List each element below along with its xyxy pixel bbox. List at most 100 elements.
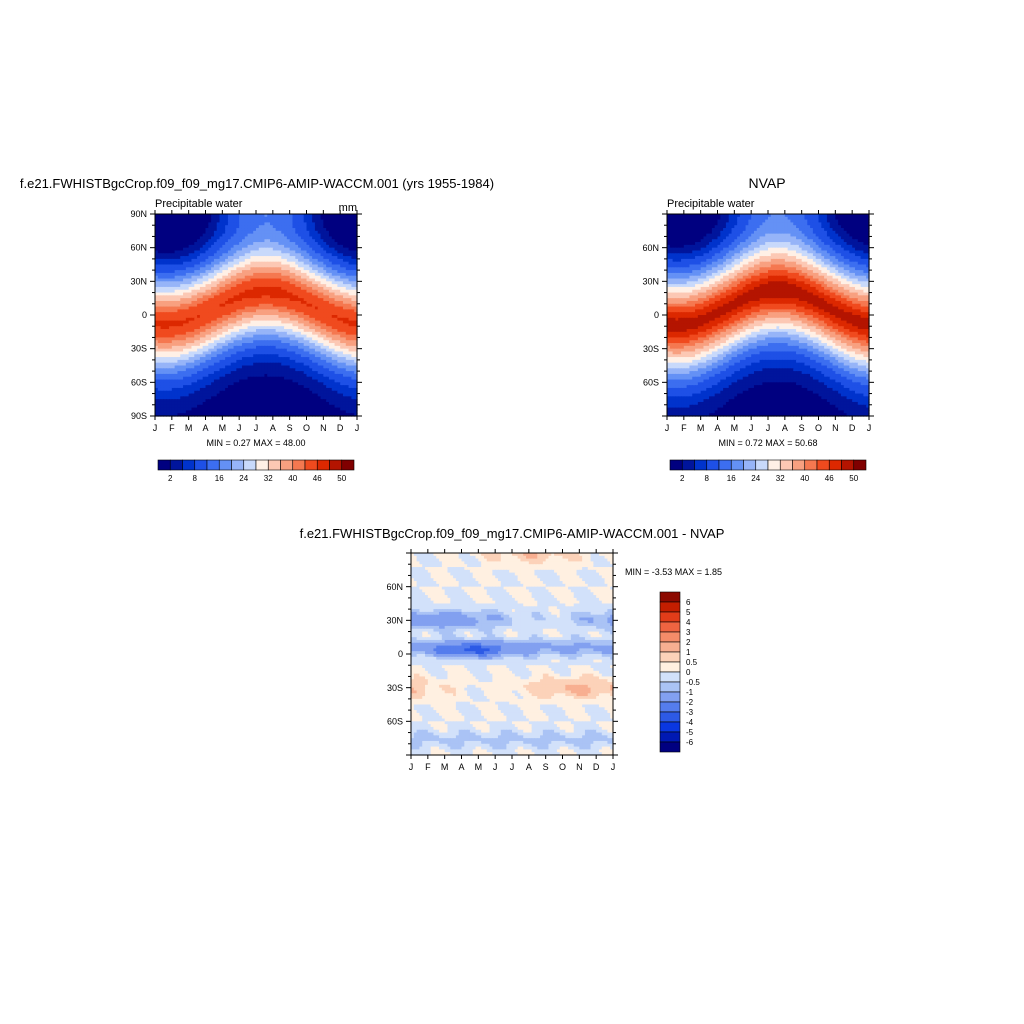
heatmap-cell bbox=[197, 222, 201, 226]
heatmap-cell bbox=[323, 351, 327, 355]
heatmap-cell bbox=[191, 371, 195, 375]
heatmap-cell bbox=[177, 320, 181, 325]
heatmap-cell bbox=[213, 295, 218, 299]
heatmap-cell bbox=[278, 236, 282, 240]
heatmap-cell bbox=[289, 284, 294, 288]
heatmap-cell bbox=[169, 286, 173, 291]
heatmap-cell bbox=[155, 281, 159, 285]
heatmap-cell bbox=[216, 340, 221, 344]
heatmap-cell bbox=[328, 362, 333, 367]
heatmap-cell bbox=[328, 312, 333, 316]
heatmap-cell bbox=[342, 306, 347, 310]
heatmap-cell bbox=[306, 295, 310, 299]
heatmap-cell bbox=[169, 295, 173, 299]
heatmap-cell bbox=[272, 281, 277, 285]
heatmap-cell bbox=[298, 236, 302, 240]
heatmap-cell bbox=[239, 303, 243, 308]
heatmap-cell bbox=[194, 239, 198, 243]
heatmap-cell bbox=[284, 250, 288, 254]
heatmap-cell bbox=[157, 357, 162, 361]
heatmap-cell bbox=[256, 214, 260, 218]
heatmap-cell bbox=[241, 312, 246, 316]
heatmap-cell bbox=[160, 281, 165, 285]
heatmap-cell bbox=[177, 275, 181, 280]
heatmap-cell bbox=[342, 337, 347, 341]
heatmap-cell bbox=[306, 284, 310, 288]
heatmap-cell bbox=[295, 362, 299, 367]
heatmap-cell bbox=[317, 295, 322, 299]
heatmap-cell bbox=[169, 278, 173, 282]
heatmap-cell bbox=[219, 289, 223, 294]
heatmap-cell bbox=[185, 278, 190, 282]
heatmap-cell bbox=[342, 329, 347, 333]
heatmap-cell bbox=[284, 292, 288, 296]
heatmap-cell bbox=[247, 295, 251, 299]
heatmap-cell bbox=[348, 222, 352, 226]
heatmap-cell bbox=[169, 306, 173, 310]
heatmap-cell bbox=[323, 331, 327, 336]
heatmap-cell bbox=[216, 250, 221, 254]
heatmap-cell bbox=[211, 365, 215, 369]
heatmap-cell bbox=[247, 216, 251, 221]
heatmap-cell bbox=[205, 368, 209, 372]
heatmap-cell bbox=[300, 214, 305, 218]
heatmap-cell bbox=[326, 247, 330, 252]
heatmap-cell bbox=[219, 315, 223, 319]
heatmap-cell bbox=[174, 340, 179, 344]
heatmap-cell bbox=[278, 368, 282, 372]
heatmap-cell bbox=[163, 306, 167, 310]
heatmap-cell bbox=[230, 298, 235, 302]
heatmap-cell bbox=[354, 368, 358, 372]
heatmap-cell bbox=[155, 236, 159, 240]
heatmap-cell bbox=[303, 309, 308, 313]
heatmap-cell bbox=[191, 292, 195, 296]
heatmap-cell bbox=[340, 264, 344, 268]
heatmap-cell bbox=[272, 275, 277, 280]
heatmap-cell bbox=[317, 315, 322, 319]
heatmap-cell bbox=[185, 214, 190, 218]
heatmap-cell bbox=[194, 233, 198, 238]
heatmap-cell bbox=[174, 214, 179, 218]
heatmap-cell bbox=[345, 286, 350, 291]
heatmap-cell bbox=[216, 256, 221, 260]
heatmap-cell bbox=[202, 312, 207, 316]
heatmap-cell bbox=[284, 306, 288, 310]
heatmap-cell bbox=[213, 233, 218, 238]
heatmap-cell bbox=[250, 365, 254, 369]
heatmap-cell bbox=[177, 222, 181, 226]
heatmap-cell bbox=[312, 345, 316, 350]
heatmap-cell bbox=[261, 298, 266, 302]
heatmap-cell bbox=[342, 222, 347, 226]
heatmap-cell bbox=[227, 270, 232, 274]
heatmap-cell bbox=[250, 343, 254, 347]
heatmap-cell bbox=[267, 326, 271, 330]
heatmap-cell bbox=[292, 214, 296, 218]
heatmap-cell bbox=[199, 312, 204, 316]
heatmap-cell bbox=[292, 298, 296, 302]
heatmap-cell bbox=[306, 247, 310, 252]
heatmap-cell bbox=[323, 244, 327, 249]
heatmap-cell bbox=[247, 300, 251, 305]
heatmap-cell bbox=[197, 289, 201, 294]
heatmap-cell bbox=[331, 337, 336, 341]
heatmap-cell bbox=[261, 261, 266, 266]
heatmap-cell bbox=[166, 298, 170, 302]
heatmap-cell bbox=[289, 239, 294, 243]
heatmap-cell bbox=[205, 264, 209, 268]
heatmap-cell bbox=[337, 357, 341, 361]
heatmap-cell bbox=[306, 320, 310, 325]
heatmap-cell bbox=[211, 357, 215, 361]
heatmap-cell bbox=[208, 300, 212, 305]
heatmap-cell bbox=[202, 359, 207, 364]
heatmap-cell bbox=[295, 267, 299, 271]
heatmap-cell bbox=[157, 239, 162, 243]
heatmap-cell bbox=[312, 219, 316, 224]
heatmap-cell bbox=[337, 317, 341, 322]
heatmap-cell bbox=[303, 354, 308, 358]
heatmap-cell bbox=[199, 239, 204, 243]
heatmap-cell bbox=[180, 289, 184, 294]
heatmap-cell bbox=[328, 348, 333, 353]
heatmap-cell bbox=[250, 216, 254, 221]
heatmap-cell bbox=[250, 357, 254, 361]
heatmap-cell bbox=[258, 337, 263, 341]
